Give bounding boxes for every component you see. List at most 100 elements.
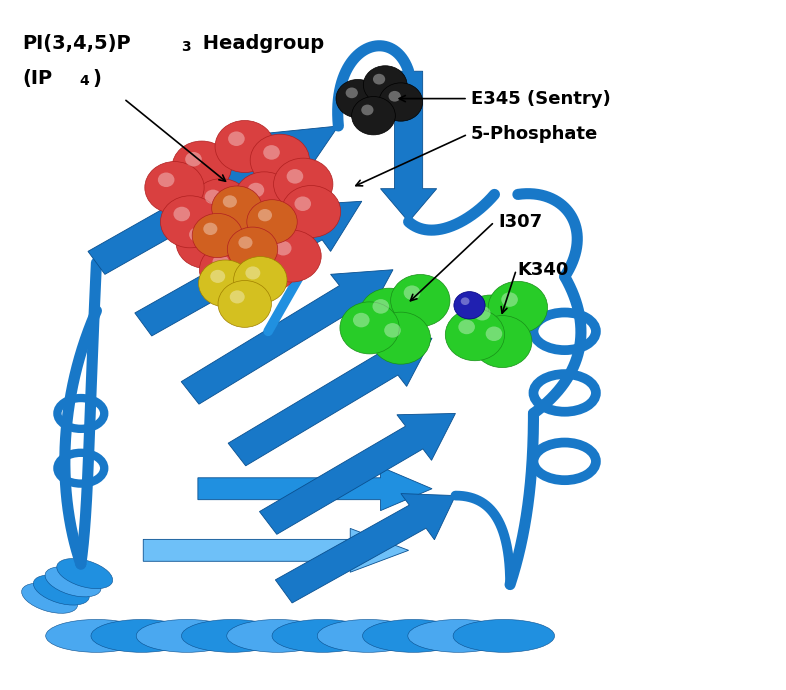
Circle shape (218, 281, 271, 327)
Text: E345 (Sentry): E345 (Sentry) (471, 90, 611, 108)
Circle shape (238, 237, 252, 248)
Circle shape (336, 79, 380, 118)
Circle shape (486, 326, 502, 341)
Text: 5-Phosphate: 5-Phosphate (471, 125, 598, 144)
Circle shape (227, 227, 277, 271)
Circle shape (245, 266, 260, 279)
Ellipse shape (22, 583, 78, 613)
Text: PI(3,4,5)P: PI(3,4,5)P (22, 34, 131, 53)
Ellipse shape (91, 620, 193, 652)
Circle shape (501, 293, 518, 307)
Circle shape (252, 251, 268, 266)
Circle shape (351, 97, 395, 135)
Ellipse shape (227, 620, 329, 652)
Polygon shape (182, 270, 393, 404)
Ellipse shape (453, 620, 555, 652)
Circle shape (474, 306, 490, 321)
Polygon shape (88, 126, 338, 275)
Ellipse shape (272, 620, 373, 652)
Circle shape (461, 295, 520, 347)
Text: ): ) (93, 68, 101, 88)
Circle shape (391, 275, 450, 326)
Polygon shape (135, 201, 362, 336)
Text: (IP: (IP (22, 68, 53, 88)
Circle shape (388, 91, 401, 101)
Circle shape (238, 240, 298, 293)
Circle shape (346, 88, 358, 98)
Circle shape (200, 244, 259, 296)
Circle shape (212, 255, 229, 269)
Circle shape (230, 290, 244, 304)
Circle shape (488, 282, 548, 333)
Circle shape (287, 169, 303, 184)
Circle shape (189, 227, 206, 242)
Circle shape (384, 323, 401, 337)
Circle shape (458, 319, 475, 334)
Ellipse shape (182, 620, 283, 652)
Text: I307: I307 (498, 213, 542, 230)
Circle shape (404, 286, 421, 300)
Circle shape (263, 145, 280, 159)
Circle shape (262, 230, 321, 282)
Circle shape (274, 158, 333, 210)
Circle shape (353, 313, 369, 327)
Circle shape (362, 105, 373, 115)
Circle shape (193, 213, 243, 257)
Circle shape (373, 299, 389, 314)
Circle shape (228, 131, 244, 146)
Ellipse shape (136, 620, 237, 652)
Circle shape (281, 186, 340, 237)
Circle shape (248, 183, 264, 197)
Circle shape (461, 297, 469, 305)
Circle shape (371, 312, 431, 364)
Circle shape (204, 190, 222, 204)
Circle shape (174, 207, 190, 221)
Text: 4: 4 (79, 75, 89, 88)
Ellipse shape (362, 620, 464, 652)
Ellipse shape (318, 620, 419, 652)
Circle shape (211, 270, 226, 283)
Circle shape (247, 199, 297, 244)
Circle shape (160, 196, 220, 248)
Ellipse shape (46, 620, 147, 652)
Circle shape (295, 197, 311, 211)
Text: Headgroup: Headgroup (196, 34, 325, 53)
Circle shape (185, 152, 202, 166)
Ellipse shape (408, 620, 509, 652)
Polygon shape (380, 71, 437, 221)
Polygon shape (259, 413, 455, 534)
Circle shape (267, 220, 284, 235)
Polygon shape (143, 529, 409, 572)
Circle shape (172, 141, 231, 193)
Ellipse shape (33, 575, 90, 605)
Circle shape (258, 209, 272, 221)
Circle shape (215, 210, 274, 262)
Polygon shape (228, 338, 432, 466)
Circle shape (176, 217, 235, 268)
Circle shape (359, 288, 419, 340)
Circle shape (215, 121, 274, 172)
Polygon shape (198, 467, 432, 511)
Circle shape (211, 186, 262, 230)
Circle shape (199, 260, 252, 307)
Ellipse shape (57, 559, 112, 589)
Circle shape (472, 315, 532, 368)
Circle shape (254, 210, 314, 262)
Text: K340: K340 (518, 261, 569, 279)
Circle shape (228, 220, 244, 235)
Text: 3: 3 (181, 40, 190, 54)
Circle shape (250, 134, 310, 186)
Polygon shape (275, 493, 455, 603)
Circle shape (222, 195, 237, 208)
Circle shape (192, 179, 251, 230)
Circle shape (233, 257, 287, 304)
Circle shape (363, 66, 407, 104)
Circle shape (379, 83, 423, 121)
Ellipse shape (45, 566, 101, 597)
Circle shape (275, 241, 292, 255)
Circle shape (446, 308, 505, 361)
Circle shape (145, 161, 204, 214)
Circle shape (340, 302, 399, 354)
Circle shape (204, 223, 218, 235)
Circle shape (234, 172, 294, 224)
